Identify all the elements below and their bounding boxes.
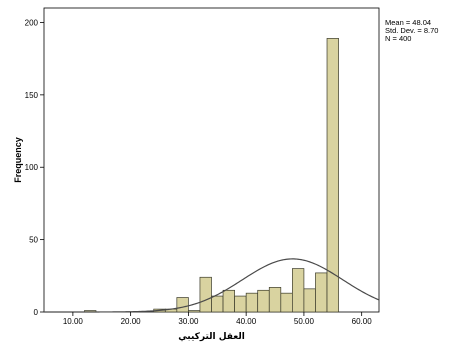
histogram-bar-3 xyxy=(176,297,189,313)
histogram-bar-15 xyxy=(315,272,328,313)
x-tick-label-4: 50.00 xyxy=(294,317,315,326)
stats-mean: Mean = 48.04 xyxy=(385,18,432,27)
y-tick-label-0: 0 xyxy=(34,308,39,317)
x-tick-label-2: 30.00 xyxy=(178,317,199,326)
x-tick-label-1: 20.00 xyxy=(121,317,142,326)
histogram-bar-14 xyxy=(303,288,316,313)
normal-curve-line xyxy=(44,258,380,313)
x-tick-label-0: 10.00 xyxy=(63,317,84,326)
histogram-bar-16 xyxy=(326,38,339,313)
histogram-bar-10 xyxy=(257,289,270,313)
histogram-bar-6 xyxy=(211,295,224,313)
histogram-bar-8 xyxy=(234,295,247,313)
y-tick-label-3: 150 xyxy=(25,91,39,100)
histogram-bar-12 xyxy=(280,292,293,313)
histogram-bar-7 xyxy=(222,289,235,313)
histogram-bar-5 xyxy=(199,276,212,313)
y-tick-label-1: 50 xyxy=(29,236,38,245)
histogram-bar-13 xyxy=(292,268,305,313)
y-axis-label: Frequency xyxy=(13,137,23,183)
x-axis-label: العقل التركيبي xyxy=(178,332,245,342)
plot-frame xyxy=(43,7,380,313)
stats-sd: Std. Dev. = 8.70 xyxy=(385,26,439,36)
stats-legend: Mean = 48.04 Std. Dev. = 8.70 N = 400 xyxy=(385,18,439,44)
x-tick-label-3: 40.00 xyxy=(236,317,257,326)
histogram-bar-4 xyxy=(188,310,201,313)
histogram-bar-11 xyxy=(268,287,282,313)
x-tick-label-5: 60.00 xyxy=(352,317,373,326)
y-tick-label-2: 100 xyxy=(25,163,39,172)
stats-n: N = 400 xyxy=(385,34,412,44)
y-tick-label-4: 200 xyxy=(25,18,39,27)
histogram-bar-9 xyxy=(245,292,259,313)
